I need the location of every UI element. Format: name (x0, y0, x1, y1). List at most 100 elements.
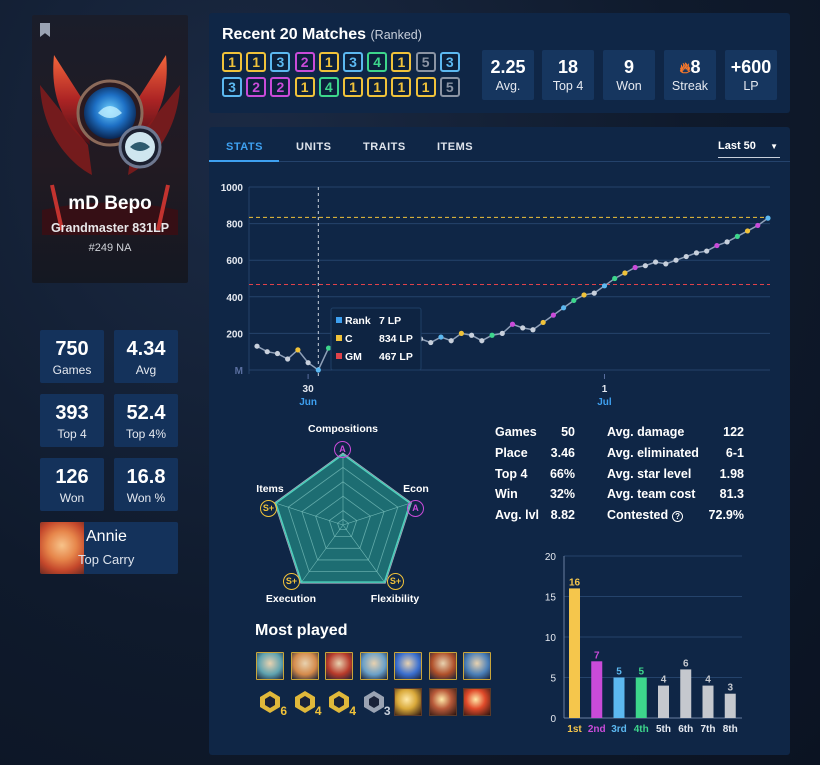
lp-point[interactable] (438, 334, 444, 340)
placement-chip[interactable]: 1 (391, 52, 412, 72)
lp-point[interactable] (571, 297, 577, 304)
champion-icon[interactable] (359, 652, 388, 680)
lp-point[interactable] (264, 349, 270, 355)
top-carry-card[interactable]: Annie Top Carry (40, 522, 178, 574)
bar-1st[interactable] (569, 588, 580, 718)
item-icon[interactable] (463, 688, 491, 716)
champion-icon[interactable] (463, 652, 491, 680)
item-icon[interactable] (394, 688, 422, 716)
placement-chip[interactable]: 1 (343, 77, 363, 97)
placement-chip[interactable]: 4 (318, 77, 339, 97)
placement-chip[interactable]: 3 (222, 77, 242, 97)
lp-point[interactable] (499, 330, 505, 336)
bar-6th[interactable] (680, 669, 692, 718)
lp-point[interactable] (601, 283, 608, 289)
lp-point[interactable] (295, 347, 301, 353)
bar-category-label: 4th (634, 724, 649, 735)
lp-point[interactable] (509, 321, 516, 327)
tooltip-rank-value: 7 LP (379, 315, 401, 327)
item-icon[interactable] (428, 688, 457, 716)
lp-point[interactable] (724, 239, 730, 245)
lp-point[interactable] (652, 259, 659, 265)
legend-swatch-c (336, 335, 342, 341)
lp-history-chart[interactable]: 1000 800 600 400 200 M 30 Jun 1 Jul Rank 7 LP C 8… (215, 175, 785, 420)
lp-point[interactable] (305, 360, 311, 366)
bar-3rd[interactable] (613, 677, 625, 719)
placement-chip[interactable]: 1 (367, 77, 388, 97)
placement-chip[interactable]: 5 (415, 52, 436, 72)
bar-7th[interactable] (702, 685, 714, 718)
tab-stats[interactable]: STATS (226, 141, 263, 153)
lp-point[interactable] (479, 338, 485, 344)
bar-5th[interactable] (658, 685, 669, 718)
trait-emblem-icon[interactable]: 4 (291, 688, 322, 718)
lp-point[interactable] (254, 343, 260, 349)
radar-ring (274, 452, 412, 584)
lp-point[interactable] (448, 338, 454, 344)
placement-chip[interactable]: 4 (367, 52, 388, 72)
lp-point[interactable] (591, 290, 597, 296)
tab-items[interactable]: ITEMS (437, 141, 474, 153)
lp-point[interactable] (755, 222, 761, 229)
placement-chip[interactable]: 3 (343, 52, 363, 72)
lp-point[interactable] (550, 312, 556, 318)
lp-point[interactable] (632, 264, 638, 271)
bookmark-icon[interactable] (40, 23, 50, 37)
bar-8th[interactable] (724, 693, 736, 718)
placement-chip[interactable]: 2 (270, 77, 291, 97)
lp-point[interactable] (714, 242, 720, 249)
champion-icon[interactable] (394, 652, 422, 680)
champion-icon[interactable] (325, 652, 353, 680)
help-icon[interactable]: ? (672, 511, 684, 522)
lp-point[interactable] (561, 305, 567, 311)
trait-emblem-icon[interactable]: 6 (256, 688, 287, 718)
bar-4th[interactable] (635, 677, 647, 719)
lp-point[interactable] (693, 250, 700, 256)
lp-point[interactable] (285, 356, 291, 362)
lp-point[interactable] (581, 292, 587, 298)
champion-icon[interactable] (428, 652, 457, 680)
trait-emblem-icon[interactable]: 4 (325, 688, 356, 718)
champion-icon[interactable] (256, 652, 284, 680)
lp-point[interactable] (673, 257, 679, 263)
lp-point[interactable] (274, 350, 281, 357)
bar-2nd[interactable] (591, 661, 603, 718)
lp-point[interactable] (612, 275, 618, 282)
lp-point[interactable] (704, 248, 710, 254)
lp-point[interactable] (765, 215, 771, 221)
placement-chip[interactable]: 1 (415, 77, 436, 97)
lp-point[interactable] (744, 228, 751, 234)
placement-chip[interactable]: 3 (439, 52, 460, 72)
lp-point[interactable] (734, 233, 740, 240)
placement-chip[interactable]: 3 (270, 52, 291, 72)
stat-value: 8.82 (550, 508, 575, 522)
champion-icon[interactable] (290, 652, 319, 680)
lp-point[interactable] (540, 319, 546, 326)
lp-point[interactable] (530, 327, 536, 333)
placement-chip[interactable]: 1 (246, 52, 267, 72)
bar-y-tick: 10 (545, 633, 557, 644)
placement-chip[interactable]: 1 (391, 77, 412, 97)
lp-point[interactable] (683, 253, 689, 260)
range-select[interactable]: Last 50 ▼ (718, 140, 778, 152)
placement-chip[interactable]: 5 (439, 77, 460, 97)
lp-point[interactable] (325, 345, 332, 351)
lp-point[interactable] (489, 332, 495, 338)
lp-point[interactable] (622, 270, 628, 276)
placement-chip[interactable]: 2 (246, 77, 267, 97)
placement-chip[interactable]: 2 (294, 52, 315, 72)
placement-chip[interactable]: 1 (294, 77, 315, 97)
lp-point[interactable] (315, 367, 321, 373)
lp-point[interactable] (469, 332, 475, 338)
placement-chip[interactable]: 1 (318, 52, 339, 72)
trait-emblem-icon[interactable]: 3 (360, 688, 391, 718)
placement-chip[interactable]: 1 (222, 52, 242, 72)
lp-point[interactable] (642, 263, 648, 269)
grade-execution: S+ (283, 573, 300, 590)
tab-units[interactable]: UNITS (296, 141, 332, 153)
tab-traits[interactable]: TRAITS (363, 141, 406, 153)
lp-point[interactable] (458, 330, 464, 336)
lp-point[interactable] (663, 261, 669, 267)
lp-point[interactable] (520, 325, 526, 331)
lp-point[interactable] (428, 339, 434, 346)
